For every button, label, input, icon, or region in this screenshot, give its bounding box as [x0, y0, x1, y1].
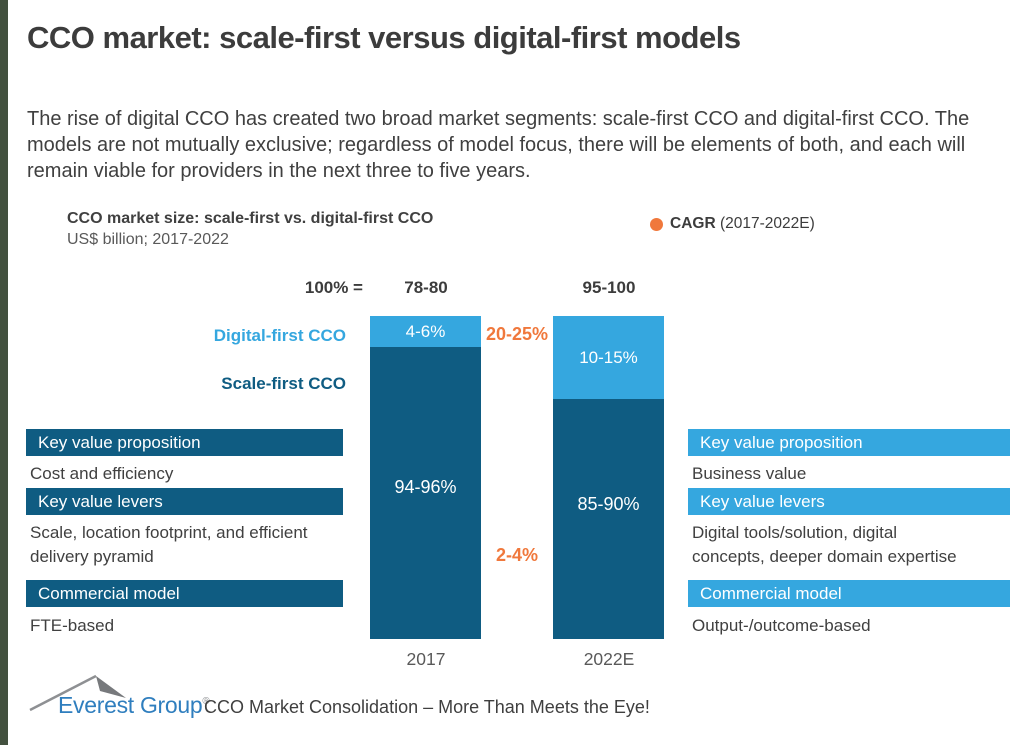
total-2017: 78-80 — [404, 278, 448, 297]
everest-group-logo: Everest Group® — [58, 692, 210, 719]
scale-value-proposition-body: Cost and efficiency — [30, 464, 174, 483]
digital-value-levers-body: Digital tools/solution, digital concepts… — [692, 523, 957, 566]
everest-group-logo-text: Everest Group — [58, 692, 203, 718]
scale-value-levers-header: Key value levers — [26, 488, 343, 515]
totals-equals-label: 100% = — [304, 278, 363, 297]
footer: Everest Group® CCO Market Consolidation … — [28, 668, 728, 723]
scale-value-levers-body: Scale, location footprint, and efficient… — [30, 523, 308, 566]
series-label-digital-first: Digital-first CCO — [213, 326, 346, 345]
cagr-legend-period: (2017-2022E) — [715, 215, 815, 232]
intro-text: The rise of digital CCO has created two … — [27, 108, 970, 182]
bar-2017-scale-segment: 94-96% — [370, 347, 481, 639]
digital-value-levers-header: Key value levers — [688, 488, 1010, 515]
chart-title: CCO market size: scale-first vs. digital… — [67, 210, 434, 227]
digital-commercial-model-body: Output-/outcome-based — [692, 616, 871, 635]
series-label-scale-first: Scale-first CCO — [221, 374, 346, 393]
bar-2022: 10-15% 85-90% — [553, 316, 664, 639]
bar-2017-digital-segment: 4-6% — [370, 316, 481, 347]
total-2022: 95-100 — [582, 278, 636, 297]
scale-commercial-model-header: Commercial model — [26, 580, 343, 607]
scale-value-proposition-header: Key value proposition — [26, 429, 343, 456]
bar-2022-digital-segment: 10-15% — [553, 316, 664, 399]
axis-label-2017: 2017 — [406, 649, 446, 669]
bar-2017: 4-6% 94-96% — [370, 316, 481, 639]
digital-value-proposition-header: Key value proposition — [688, 429, 1010, 456]
scale-commercial-model-body: FTE-based — [30, 616, 115, 635]
cagr-digital-first-value: 20-25% — [485, 324, 549, 344]
cagr-legend-label: CAGR — [670, 215, 716, 232]
everest-group-mountain-icon — [29, 674, 126, 712]
digital-commercial-model-header: Commercial model — [688, 580, 1010, 607]
cagr-dot-icon — [650, 217, 663, 231]
registered-mark: ® — [202, 696, 210, 707]
axis-label-2022: 2022E — [583, 649, 635, 669]
chart-subtitle: US$ billion; 2017-2022 — [67, 231, 229, 248]
cagr-scale-first-value: 2-4% — [495, 545, 539, 565]
page-title: CCO market: scale-first versus digital-f… — [27, 20, 741, 55]
window-edge-strip — [0, 0, 8, 745]
footer-caption: CCO Market Consolidation – More Than Mee… — [204, 697, 650, 717]
bar-2022-scale-segment: 85-90% — [553, 399, 664, 639]
digital-value-proposition-body: Business value — [692, 464, 807, 483]
cagr-legend: CAGR (2017-2022E) — [650, 215, 815, 233]
